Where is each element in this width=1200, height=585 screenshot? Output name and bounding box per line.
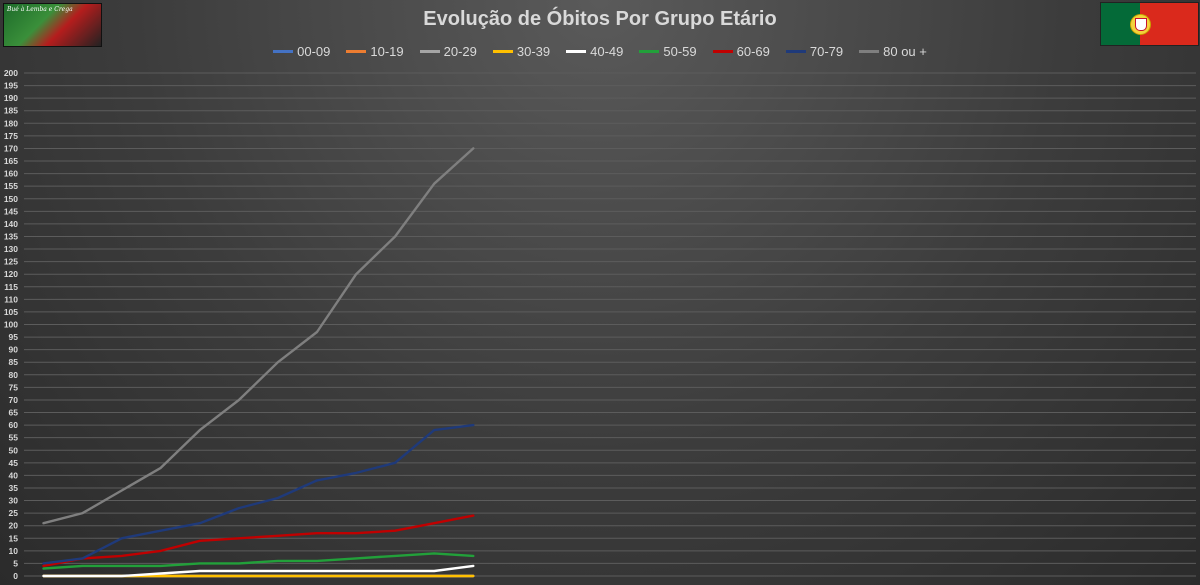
series-lines — [42, 147, 475, 578]
legend-item: 80 ou + — [859, 44, 927, 59]
y-tick-label: 155 — [4, 181, 18, 191]
y-tick-label: 55 — [9, 433, 19, 443]
y-tick-label: 70 — [9, 395, 19, 405]
football-logo-icon: Bué à Lemba e Crega — [3, 3, 102, 47]
portugal-flag-icon — [1100, 2, 1199, 46]
y-tick-label: 15 — [9, 533, 19, 543]
series-line — [42, 514, 475, 568]
y-tick-label: 150 — [4, 194, 18, 204]
y-tick-label: 60 — [9, 420, 19, 430]
legend-swatch — [346, 50, 367, 53]
series-line — [42, 147, 475, 525]
y-tick-label: 45 — [9, 458, 19, 468]
legend-item: 40-49 — [566, 44, 623, 59]
legend-item: 70-79 — [785, 44, 844, 59]
y-tick-label: 130 — [4, 244, 18, 254]
y-tick-label: 35 — [9, 483, 19, 493]
series-line — [42, 564, 475, 578]
y-tick-label: 200 — [4, 68, 18, 78]
legend-swatch — [273, 50, 294, 53]
legend-swatch — [639, 50, 660, 53]
y-tick-label: 100 — [4, 320, 18, 330]
y-tick-label: 175 — [4, 131, 18, 141]
y-tick-label: 195 — [4, 81, 18, 91]
legend-swatch — [419, 50, 440, 53]
y-tick-label: 95 — [9, 332, 19, 342]
chart-legend: 00-09 10-19 20-29 30-39 40-49 50-59 60-69 70-79… — [0, 44, 1200, 59]
legend-label: 40-49 — [590, 44, 624, 59]
y-tick-label: 5 — [13, 558, 18, 568]
legend-label: 30-39 — [516, 44, 551, 59]
y-tick-label: 40 — [9, 470, 19, 480]
series-line — [42, 552, 475, 570]
legend-label: 70-79 — [809, 44, 844, 59]
legend-swatch — [566, 50, 587, 53]
y-tick-label: 185 — [4, 106, 18, 116]
y-tick-label: 165 — [4, 156, 18, 166]
legend-item: 60-69 — [712, 44, 770, 59]
chart-title: Evolução de Óbitos Por Grupo Etário — [423, 8, 777, 30]
y-tick-label: 125 — [4, 257, 18, 267]
legend-swatch — [492, 50, 513, 53]
y-tick-label: 160 — [4, 169, 18, 179]
legend-item: 00-09 — [273, 44, 330, 59]
y-tick-label: 80 — [9, 370, 19, 380]
y-tick-label: 65 — [9, 408, 19, 418]
y-tick-label: 25 — [9, 508, 19, 518]
legend-label: 60-69 — [736, 44, 770, 59]
y-tick-label: 0 — [13, 571, 18, 581]
legend-item: 10-19 — [346, 44, 404, 59]
y-tick-label: 135 — [4, 231, 18, 241]
y-tick-label: 110 — [4, 294, 18, 304]
y-tick-label: 105 — [4, 307, 18, 317]
grid-lines — [24, 72, 1196, 577]
legend-label: 50-59 — [663, 44, 697, 59]
legend-item: 50-59 — [639, 44, 697, 59]
y-tick-label: 140 — [4, 219, 18, 229]
legend-label: 00-09 — [297, 44, 331, 59]
legend-swatch — [859, 50, 880, 53]
legend-swatch — [785, 50, 806, 53]
series-line — [42, 423, 475, 565]
y-tick-label: 145 — [4, 206, 18, 216]
y-tick-label: 20 — [9, 521, 19, 531]
y-tick-label: 170 — [4, 143, 18, 153]
legend-label: 10-19 — [370, 44, 404, 59]
y-tick-label: 190 — [4, 93, 18, 103]
y-axis: 0 5 10 15 20 25 30 35 40 45 50 55 60 65 70 75 80 85 90 95 10… — [4, 68, 18, 581]
y-tick-label: 50 — [9, 445, 19, 455]
legend-label: 80 ou + — [883, 44, 927, 59]
logo-text: Bué à Lemba e Crega — [7, 6, 73, 13]
legend-label: 20-29 — [443, 44, 477, 59]
legend-swatch — [712, 50, 733, 53]
y-tick-label: 30 — [9, 496, 19, 506]
legend-item: 20-29 — [419, 44, 477, 59]
y-tick-label: 180 — [4, 118, 18, 128]
y-tick-label: 90 — [9, 345, 19, 355]
legend-item: 30-39 — [492, 44, 551, 59]
y-tick-label: 115 — [4, 282, 18, 292]
y-tick-label: 85 — [9, 357, 19, 367]
y-tick-label: 120 — [4, 269, 18, 279]
flag-shield — [1135, 18, 1147, 31]
y-tick-label: 75 — [9, 382, 19, 392]
y-tick-label: 10 — [9, 546, 19, 556]
